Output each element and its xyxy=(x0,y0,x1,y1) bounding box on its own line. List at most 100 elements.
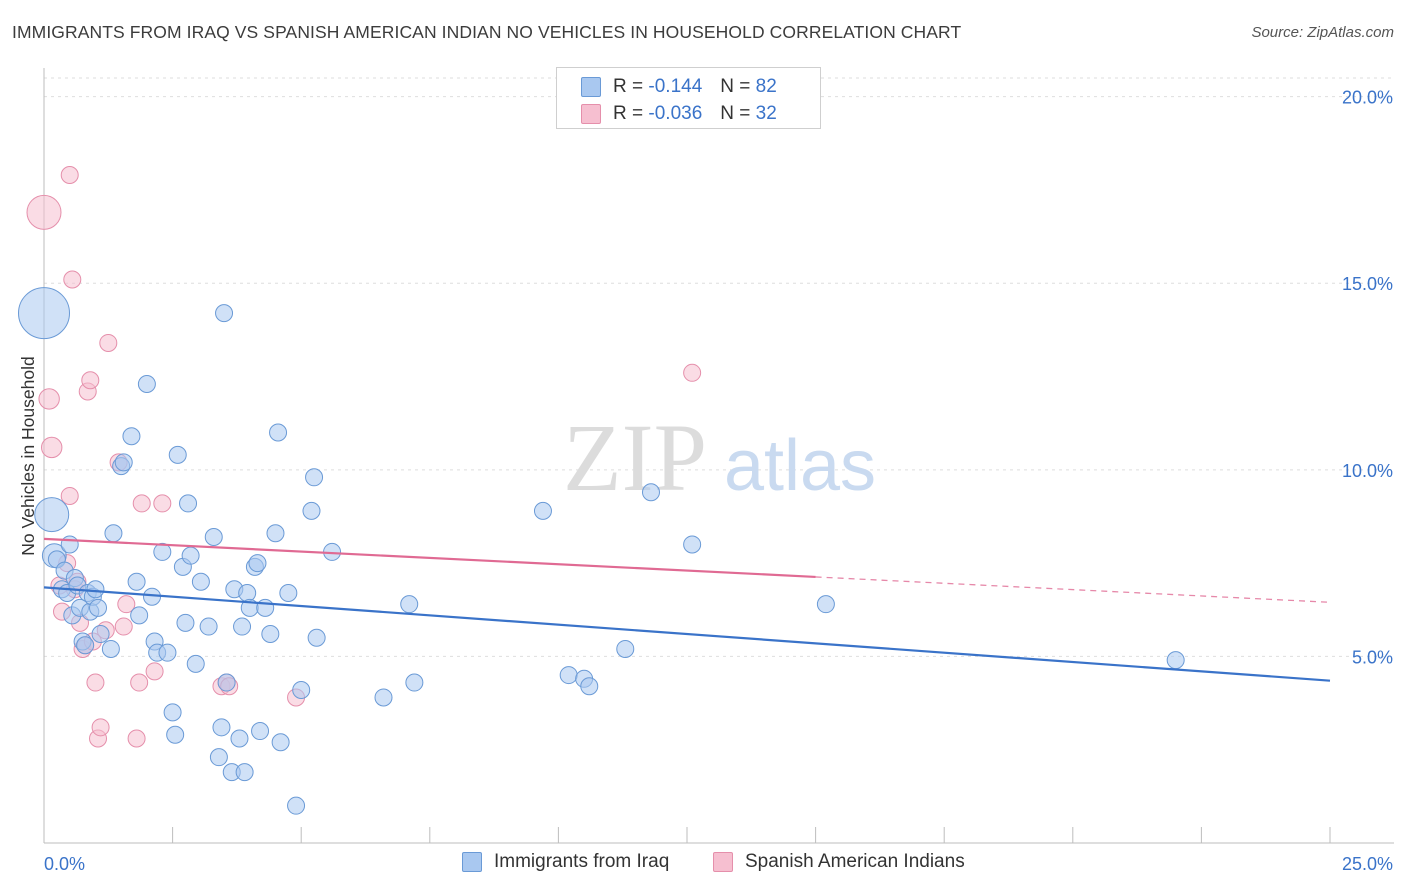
legend-n-label: N = xyxy=(720,76,751,97)
tick-labels: 5.0% 10.0% 15.0% 20.0% 0.0% 25.0% xyxy=(44,88,1393,874)
data-point-iraq xyxy=(533,501,552,520)
bottom-legend-swatch-blue xyxy=(462,852,482,872)
data-point-spanish xyxy=(132,494,151,513)
data-point-iraq xyxy=(34,497,70,533)
legend-swatch-pink xyxy=(581,104,601,124)
y-tick-label: 15.0% xyxy=(1342,274,1393,294)
data-point-iraq xyxy=(269,423,288,442)
y-axis-label: No Vehicles in Household xyxy=(18,356,38,555)
data-point-iraq xyxy=(238,583,257,602)
data-point-iraq xyxy=(230,729,249,748)
data-point-spanish xyxy=(38,388,60,410)
data-point-iraq xyxy=(217,673,236,692)
data-point-iraq xyxy=(153,542,172,561)
bottom-legend-label-spanish: Spanish American Indians xyxy=(745,851,965,872)
data-point-iraq xyxy=(91,625,110,644)
data-point-iraq xyxy=(235,763,254,782)
data-point-iraq xyxy=(580,677,599,696)
data-point-spanish xyxy=(91,718,110,737)
data-point-iraq xyxy=(204,528,223,546)
data-point-iraq xyxy=(179,494,198,513)
legend-n-value: 82 xyxy=(755,76,777,97)
data-point-iraq xyxy=(18,287,70,340)
bottom-legend-iraq[interactable]: Immigrants from Iraq xyxy=(462,851,669,873)
data-point-spanish xyxy=(60,166,79,185)
data-point-iraq xyxy=(89,598,108,617)
data-point-iraq xyxy=(166,725,185,744)
data-point-iraq xyxy=(158,643,177,662)
data-point-iraq xyxy=(101,639,120,658)
legend-n-value: 32 xyxy=(755,103,777,124)
data-point-iraq xyxy=(168,445,187,464)
data-point-spanish xyxy=(99,333,118,352)
x-tick-label: 25.0% xyxy=(1342,854,1393,874)
data-point-iraq xyxy=(616,639,635,658)
legend-swatch-blue xyxy=(581,77,601,97)
data-point-iraq xyxy=(199,617,218,636)
axes xyxy=(43,68,1394,844)
data-point-iraq xyxy=(130,606,149,625)
trend-lines xyxy=(43,537,1331,682)
data-point-iraq xyxy=(114,453,133,472)
trend-line-spanish-extension xyxy=(815,576,1331,603)
data-point-iraq xyxy=(122,427,141,446)
trend-line-iraq xyxy=(43,586,1331,682)
y-tick-label: 5.0% xyxy=(1352,647,1393,667)
data-point-iraq xyxy=(374,688,393,707)
legend-r-label: R = xyxy=(613,103,644,124)
data-point-iraq xyxy=(251,722,270,741)
data-point-iraq xyxy=(163,703,182,722)
data-point-iraq xyxy=(400,595,419,614)
data-point-iraq xyxy=(76,636,95,655)
data-point-iraq xyxy=(305,468,324,487)
stats-legend: R = -0.144 N = 82 R = -0.036 N = 32 xyxy=(556,67,821,129)
data-point-iraq xyxy=(287,796,306,815)
watermark: ZIP atlas xyxy=(563,404,876,511)
legend-row-iraq: R = -0.144 N = 82 xyxy=(581,75,777,99)
data-point-iraq xyxy=(127,572,146,591)
data-point-iraq xyxy=(209,748,228,767)
data-point-iraq xyxy=(181,546,200,565)
legend-row-spanish: R = -0.036 N = 32 xyxy=(581,102,777,126)
data-point-spanish xyxy=(63,270,82,289)
data-point-iraq xyxy=(302,501,321,520)
data-point-spanish xyxy=(145,662,164,681)
data-point-iraq xyxy=(559,666,578,685)
chart-title: IMMIGRANTS FROM IRAQ VS SPANISH AMERICAN… xyxy=(12,22,962,42)
source-label[interactable]: Source: ZipAtlas.com xyxy=(1251,24,1394,41)
data-point-iraq xyxy=(176,613,195,632)
data-point-iraq xyxy=(191,572,210,591)
y-tick-label: 10.0% xyxy=(1342,461,1393,481)
data-point-spanish xyxy=(86,673,105,692)
data-point-spanish xyxy=(114,617,133,636)
data-point-iraq xyxy=(86,580,105,599)
data-point-spanish xyxy=(127,729,146,748)
data-point-spanish xyxy=(60,486,79,505)
data-point-iraq xyxy=(271,733,290,752)
data-point-iraq xyxy=(1166,651,1185,670)
bottom-legend-spanish[interactable]: Spanish American Indians xyxy=(713,851,965,873)
legend-r-label: R = xyxy=(613,76,644,97)
data-point-spanish xyxy=(41,436,63,459)
data-point-iraq xyxy=(212,718,231,737)
trend-line-spanish xyxy=(43,537,816,579)
watermark-atlas: atlas xyxy=(724,426,876,506)
data-point-spanish xyxy=(26,194,62,230)
data-point-iraq xyxy=(104,524,123,543)
data-point-iraq xyxy=(186,654,205,673)
data-point-iraq xyxy=(292,681,311,699)
data-point-iraq xyxy=(307,628,326,647)
data-point-iraq xyxy=(233,617,252,636)
data-point-iraq xyxy=(215,304,234,323)
data-point-iraq xyxy=(279,583,298,602)
bottom-legend-label-iraq: Immigrants from Iraq xyxy=(494,851,670,872)
data-point-spanish xyxy=(153,494,172,513)
watermark-zip: ZIP xyxy=(563,404,707,511)
data-point-iraq xyxy=(137,375,156,393)
data-point-spanish xyxy=(130,673,149,692)
data-point-iraq xyxy=(641,483,660,502)
legend-n-label: N = xyxy=(720,103,751,124)
bottom-legend-swatch-pink xyxy=(713,852,733,872)
legend-r-value: -0.036 xyxy=(648,103,703,124)
